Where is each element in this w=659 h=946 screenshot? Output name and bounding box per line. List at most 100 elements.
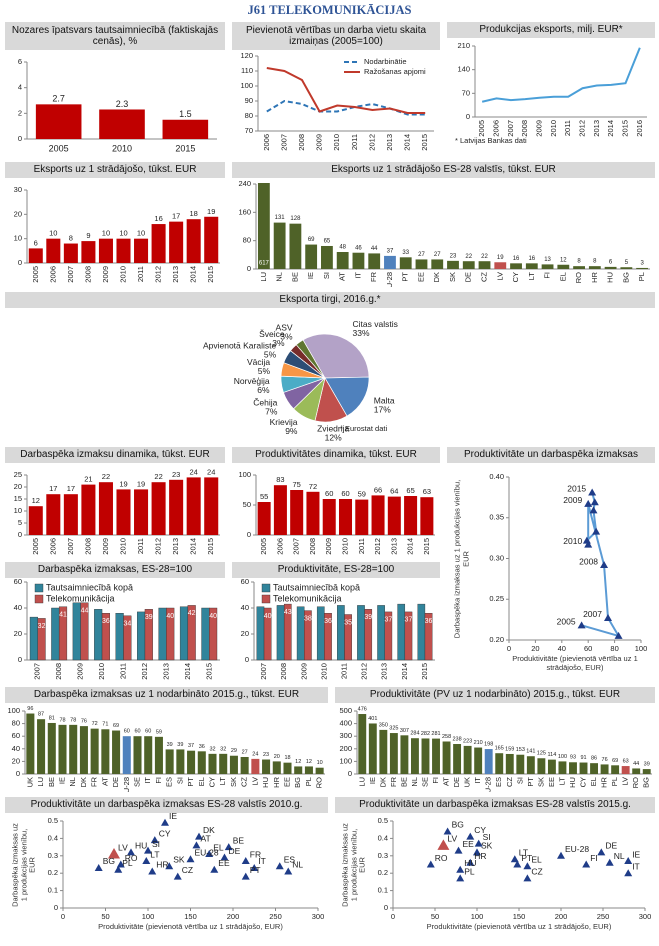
x-tick-label: 250 [269,912,282,921]
bar [404,496,418,535]
bar [46,494,61,535]
bar [516,754,525,774]
x-tick-label: 2011 [339,663,348,679]
value-label: 42 [188,610,196,617]
x-tick-label: EL [197,777,206,786]
chart-panel: Produktivitāte, ES-28=100 0 20 40 60 2007 2008… [232,562,440,682]
x-tick-label: 2007 [506,120,515,137]
y-axis-label: Darbaspēka izmaksas uz 1 produkcijas vie… [10,822,37,907]
x-tick-label: CZ [505,777,514,787]
x-tick-label: 2015 [620,120,629,137]
point-label: CY [474,825,486,835]
value-label: 238 [452,736,461,742]
x-tick-label: 2008 [83,538,92,555]
x-tick-label: HR [272,776,281,787]
legend-swatch [34,594,44,604]
value-label: 12 [295,759,301,765]
pie-label-value: 3% [280,332,293,342]
chart-title: Darbaspēka izmaksu dinamika, tūkst. EUR [5,447,225,463]
bar [72,602,81,661]
point-label: HU [135,841,147,851]
x-tick-label: 2006 [262,134,271,151]
y-tick-label: 40 [12,744,20,753]
bar [321,245,333,269]
chart-title: Darbaspēka izmaksas uz 1 nodarbināto 201… [5,687,328,703]
value-label: 23 [263,752,269,758]
point [624,857,633,865]
point-label: EL [213,842,224,852]
value-label: 223 [463,738,472,744]
plot: 0 10 20 30 6 2005 10 2006 8 2007 9 2008 10 2009 10 2010… [14,185,220,283]
x-axis-label: Produktivitāte (pievienotā vērtība uz 1 … [98,922,283,931]
y-tick-label: 0.40 [489,472,504,481]
x-tick-label: 2012 [140,663,149,680]
bar [305,244,318,269]
chart-title: Eksports uz 1 strādājošo, tūkst. EUR [5,162,225,178]
x-tick-label: 2015 [175,143,195,153]
x-tick-label: SK [536,777,545,787]
y-tick-label: 140 [457,65,470,74]
value-label: 12 [32,496,40,505]
plot: 0 20 40 60 2007 2008 2009 2010 2011 2012 2013 2014 2… [14,578,220,680]
point [614,631,623,639]
bars [28,216,219,263]
bar [273,222,286,269]
bar [621,766,630,774]
value-label: 38 [304,615,312,622]
bar [101,613,110,661]
x-tick-label: 100 [471,912,484,921]
bar [28,248,43,263]
y-tick-label: 25 [14,470,22,479]
value-label: 22 [481,254,488,260]
pie-label: Vācija 5% [247,357,271,376]
bar [166,607,175,661]
value-label: 78 [59,717,65,723]
value-label: 66 [374,485,382,494]
value-label: 34 [123,621,131,628]
bar [289,223,302,269]
bar [604,266,617,269]
point-label: EE [463,839,475,849]
bar [494,262,507,269]
value-label: 69 [308,237,315,243]
bar [204,216,219,263]
value-label: 325 [389,726,398,732]
x-tick-label: 2007 [292,538,301,555]
bar [410,738,419,774]
y-tick-label: 0.1 [378,886,388,895]
point-label: PL [122,858,133,868]
value-label: 36 [102,618,110,625]
value-label: 12 [560,257,567,263]
bar [547,759,556,774]
value-label: 10 [137,229,145,238]
bar [101,729,110,774]
value-label: 281 [431,731,440,737]
line-series [266,99,426,116]
bar [611,765,620,774]
y-tick-label: 100 [7,706,20,715]
bar [186,219,201,263]
bar [273,485,287,535]
y-tick-label: 15 [14,494,22,503]
point [584,540,593,548]
chart-title: Eksports uz 1 strādājošo ES-28 valstīs, … [232,162,655,178]
bar [209,607,218,661]
bar [187,605,196,661]
x-tick-label: 2009 [101,538,110,555]
y-tick-label: 90 [245,96,253,105]
value-label: 1.5 [179,109,192,119]
point-label: HR [474,851,486,861]
bar [179,606,189,661]
y-tick-label: 0 [18,530,22,539]
chart-panel: Produktivitāte un darbaspēka izmaksas ES… [5,797,328,942]
bar [404,611,413,661]
bar [417,603,426,661]
value-label: 2.3 [116,99,129,109]
y-tick-label: 20 [14,482,22,491]
value-label: 55 [260,492,268,501]
y-tick-label: 0.20 [489,635,504,644]
x-tick-label: 50 [101,912,109,921]
x-tick-label: 2009 [76,663,85,680]
bar [99,109,145,139]
